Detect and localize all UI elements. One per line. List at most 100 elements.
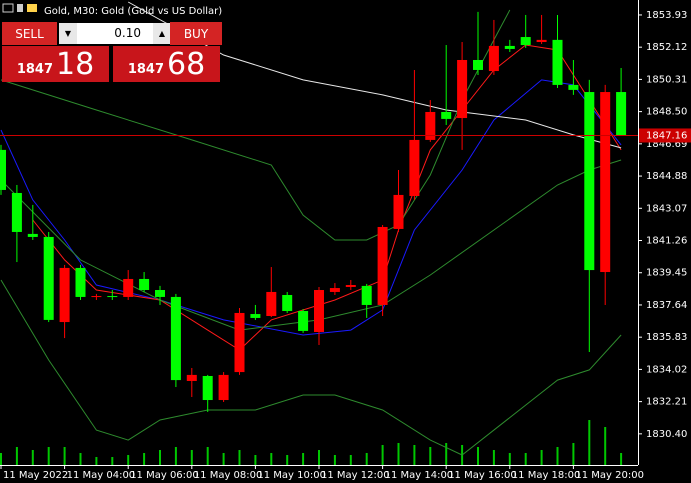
lot-increase[interactable]: ▲ [153,23,171,44]
candle-body [616,92,627,136]
candle-body [361,285,372,305]
volume-bar [302,453,305,465]
volume-bar [429,447,432,465]
candle-body [11,192,22,232]
volume-bar [604,427,607,465]
x-tick-label: 11 May 04:00 [67,470,136,481]
ask-price[interactable]: 1847 68 [113,46,220,82]
window-icon [2,3,14,13]
volume-bar [556,447,559,465]
candle-body [0,149,6,190]
y-tick-label: 1852.12 [646,42,687,53]
candle-body [345,285,356,287]
volume-bar [31,450,34,465]
volume-bar [15,447,18,465]
candle-body [59,267,70,323]
x-tick-label: 11 May 06:00 [130,470,199,481]
chart-icon [27,4,37,12]
sell-button[interactable]: SELL [2,22,57,45]
trade-panel: SELL ▼ 0.10 ▲ BUY 1847 18 1847 68 [2,22,222,82]
chart-title: Gold, M30: Gold (Gold vs US Dollar) [44,6,222,17]
candle-body [218,374,229,401]
current-price-label: 1847.16 [646,130,687,141]
volume-bar [159,450,161,465]
volume-bar [143,453,146,465]
candle-body [536,39,547,43]
volume-bar [365,453,368,465]
candle-body [568,84,579,90]
candle-body [473,59,483,70]
y-tick-label: 1844.88 [646,171,687,182]
volume-bar [190,450,193,465]
bid-big-figure: 1847 [16,62,53,77]
volume-bar [492,450,495,465]
volume-bar [524,453,527,465]
candle-body [234,312,245,373]
buy-button[interactable]: BUY [170,22,222,45]
volume-bar [477,447,479,465]
candle-body [266,291,277,316]
x-tick-label: 11 May 16:00 [448,470,517,481]
candle-body [282,294,293,312]
indicator-line [0,279,622,456]
volume-bar [47,447,50,465]
candle-body [250,314,261,318]
volume-bar [206,447,209,465]
candle-body [298,311,309,331]
volume-bar [413,445,416,465]
volume-bar [397,443,400,465]
lot-decrease[interactable]: ▼ [59,23,77,44]
volume-bar [174,447,177,465]
candle-body [552,39,563,85]
volume-bar [222,453,225,465]
ask-big-figure: 1847 [127,62,164,77]
y-tick-label: 1834.02 [646,364,687,375]
candle-body [123,278,134,297]
candle-body [441,111,452,119]
window-icon [17,4,23,12]
y-tick-label: 1830.40 [646,429,687,440]
volume-bar [318,450,320,465]
indicator-line [32,44,622,351]
volume-bar [95,457,98,465]
volume-bar [333,455,336,465]
indicator-line [0,9,511,241]
y-tick-label: 1846.69 [646,139,687,150]
x-tick-label: 11 May 20:00 [575,470,644,481]
candle-body [75,267,86,297]
candle-body [393,194,404,229]
volume-bar [540,450,543,465]
x-tick-label: 11 May 18:00 [512,470,581,481]
x-tick-label: 11 May 2022 [3,470,68,481]
candle-body [600,92,611,273]
y-tick-label: 1850.31 [646,74,687,85]
candle-body [329,288,340,292]
volume-bar [270,453,273,465]
volume-bar [63,447,66,465]
candle-body [43,236,54,320]
volume-bar [588,420,591,465]
volume-bar [620,453,623,465]
y-tick-label: 1848.50 [646,107,687,118]
candle-body [107,296,118,298]
y-tick-label: 1837.64 [646,300,687,311]
candle-body [314,290,324,333]
candle-body [186,374,197,381]
lot-value: 0.10 [114,26,141,40]
volume-bar [254,455,257,465]
ask-points: 68 [167,47,206,82]
y-tick-label: 1853.93 [646,10,687,21]
current-price-box [639,128,691,143]
x-tick-label: 11 May 12:00 [321,470,390,481]
bid-price[interactable]: 1847 18 [2,46,109,82]
candle-body [377,226,388,305]
candle-body [504,45,515,49]
candle-body [520,37,531,46]
candle-body [425,111,436,140]
candle-body [457,59,468,119]
candle-body [139,278,150,291]
lot-input[interactable]: ▼ 0.10 ▲ [59,23,171,44]
volume-bar [508,453,511,465]
